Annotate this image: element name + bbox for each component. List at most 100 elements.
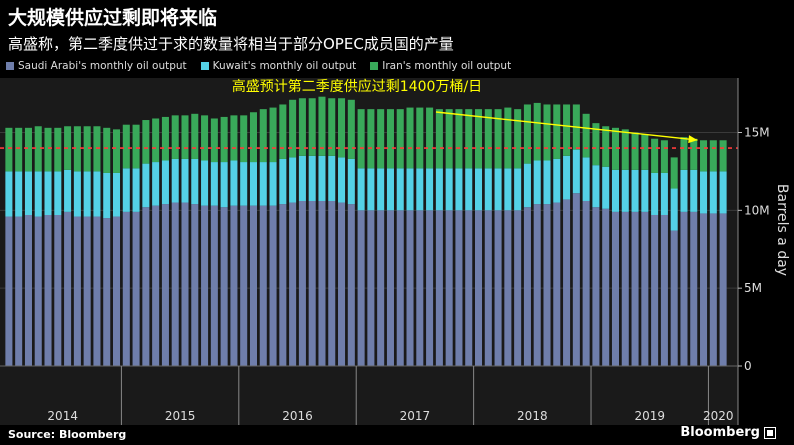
legend-item-iran: Iran's monthly oil output [370, 60, 511, 72]
bar-saudi-2014-10 [93, 216, 101, 366]
bar-iran-2015-09 [201, 115, 209, 161]
bar-saudi-2014-08 [73, 216, 81, 366]
bar-kuwait-2018-06 [523, 163, 531, 208]
bar-kuwait-2018-03 [494, 168, 502, 211]
bar-saudi-2019-05 [631, 211, 639, 366]
legend-label-kuwait: Kuwait's monthly oil output [212, 60, 357, 72]
bar-saudi-2016-09 [318, 200, 326, 366]
bar-kuwait-2014-06 [54, 171, 62, 215]
bar-saudi-2018-03 [494, 210, 502, 366]
bar-iran-2019-11 [690, 138, 698, 170]
bar-saudi-2017-12 [465, 210, 473, 366]
bar-iran-2015-07 [181, 115, 189, 159]
y-tick-label-0: 0 [744, 359, 752, 373]
bar-saudi-2016-10 [328, 200, 336, 366]
bar-saudi-2019-08 [660, 214, 668, 366]
bar-saudi-2018-08 [543, 204, 551, 366]
bar-iran-2016-12 [347, 99, 355, 159]
bar-kuwait-2017-11 [455, 168, 463, 211]
bar-saudi-2015-06 [171, 202, 179, 366]
bar-kuwait-2019-11 [690, 169, 698, 212]
bar-kuwait-2014-12 [112, 172, 121, 217]
bar-iran-2015-02 [132, 124, 140, 169]
bar-saudi-2015-12 [230, 205, 238, 366]
bar-kuwait-2018-02 [484, 168, 492, 211]
bar-saudi-2019-10 [680, 211, 688, 366]
bar-iran-2016-06 [289, 99, 297, 158]
source-note: Source: Bloomberg [8, 428, 127, 441]
bar-saudi-2017-11 [455, 210, 463, 366]
bar-iran-2018-07 [533, 102, 541, 161]
bar-saudi-2019-09 [670, 230, 678, 366]
bar-iran-2015-04 [152, 118, 160, 163]
bar-saudi-2017-03 [377, 210, 385, 366]
bar-kuwait-2019-09 [670, 188, 678, 231]
bar-kuwait-2019-01 [592, 165, 600, 208]
bar-saudi-2018-09 [553, 202, 561, 366]
bar-kuwait-2014-08 [73, 171, 81, 217]
bar-iran-2020-01 [709, 140, 717, 172]
bar-iran-2015-03 [142, 120, 150, 164]
bar-saudi-2016-03 [259, 205, 267, 366]
bar-kuwait-2015-08 [191, 158, 199, 205]
x-tick-label-2017: 2017 [400, 409, 431, 423]
bar-kuwait-2014-05 [44, 171, 52, 215]
bar-iran-2015-08 [191, 113, 199, 159]
legend-swatch-iran [370, 62, 379, 70]
bar-iran-2015-06 [171, 115, 179, 159]
bar-saudi-2019-12 [700, 213, 708, 366]
legend-item-saudi: Saudi Arabi's monthly oil output [6, 60, 187, 72]
bar-saudi-2015-04 [152, 205, 160, 366]
bar-saudi-2019-04 [621, 211, 629, 366]
bar-saudi-2018-04 [504, 210, 512, 366]
bar-saudi-2017-02 [367, 210, 375, 366]
bar-saudi-2016-01 [240, 205, 248, 366]
bar-kuwait-2014-10 [93, 171, 101, 217]
bar-kuwait-2018-12 [582, 157, 590, 201]
bar-kuwait-2019-06 [641, 169, 649, 212]
bar-iran-2016-11 [338, 98, 346, 158]
bar-iran-2016-02 [249, 112, 257, 163]
bar-iran-2016-03 [259, 109, 267, 163]
bar-kuwait-2016-07 [298, 155, 306, 201]
bar-kuwait-2017-09 [435, 168, 443, 211]
bar-saudi-2018-06 [523, 207, 531, 366]
bar-iran-2014-09 [83, 126, 91, 172]
bar-iran-2019-06 [641, 134, 649, 170]
bar-iran-2014-11 [103, 127, 111, 173]
bar-kuwait-2016-02 [249, 162, 257, 206]
bar-saudi-2016-11 [338, 202, 346, 366]
bar-kuwait-2017-04 [386, 168, 394, 211]
bar-kuwait-2019-07 [651, 172, 659, 215]
bar-kuwait-2019-08 [660, 172, 668, 215]
bar-iran-2014-02 [15, 127, 23, 172]
bar-iran-2016-07 [298, 98, 306, 156]
bar-saudi-2015-03 [142, 207, 150, 366]
bar-iran-2018-06 [523, 104, 531, 164]
bar-saudi-2014-11 [103, 218, 111, 366]
bar-saudi-2014-06 [54, 214, 62, 366]
bar-saudi-2014-12 [112, 216, 121, 366]
bar-iran-2017-05 [396, 109, 404, 169]
bar-saudi-2014-01 [5, 216, 13, 366]
bar-kuwait-2018-01 [474, 168, 483, 211]
bar-saudi-2015-11 [220, 207, 228, 366]
bar-saudi-2019-03 [611, 211, 619, 366]
bar-iran-2019-08 [660, 140, 668, 173]
bar-kuwait-2019-10 [680, 169, 688, 212]
bar-kuwait-2015-01 [122, 168, 130, 212]
bar-kuwait-2016-04 [269, 162, 277, 206]
y-axis-title: Barrels a day [774, 184, 790, 276]
bar-kuwait-2016-01 [240, 162, 248, 206]
bar-saudi-2017-07 [416, 210, 424, 366]
bar-kuwait-2017-05 [396, 168, 404, 211]
legend-swatch-saudi [6, 62, 14, 70]
x-tick-label-2018: 2018 [517, 409, 548, 423]
bar-iran-2014-06 [54, 127, 62, 172]
bar-saudi-2018-11 [572, 193, 580, 366]
bar-saudi-2018-05 [514, 210, 522, 366]
bar-saudi-2020-02 [719, 213, 727, 366]
bar-kuwait-2015-03 [142, 163, 150, 208]
bar-iran-2019-10 [680, 137, 688, 170]
legend-label-saudi: Saudi Arabi's monthly oil output [18, 60, 187, 72]
